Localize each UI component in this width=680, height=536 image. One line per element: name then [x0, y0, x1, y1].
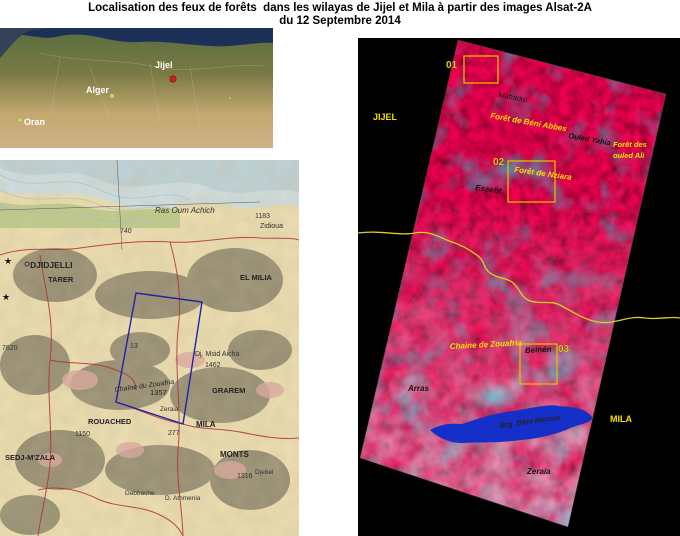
svg-text:MONTS: MONTS — [220, 450, 250, 459]
svg-text:MILA: MILA — [196, 420, 216, 429]
svg-text:1462: 1462 — [205, 362, 221, 369]
svg-text:Jijel: Jijel — [155, 60, 173, 70]
svg-text:JIJEL: JIJEL — [373, 112, 398, 122]
svg-text:Zeraia: Zeraia — [160, 406, 179, 413]
svg-text:277: 277 — [168, 430, 180, 437]
svg-text:★: ★ — [2, 292, 10, 302]
svg-text:Zidioua: Zidioua — [260, 223, 283, 230]
svg-text:D. Athmenia: D. Athmenia — [165, 495, 201, 502]
svg-text:ROUACHED: ROUACHED — [88, 417, 132, 426]
svg-text:Dj. Msid Aicha: Dj. Msid Aicha — [195, 351, 239, 358]
svg-text:MILA: MILA — [610, 414, 632, 424]
svg-text:Djebel: Djebel — [255, 469, 274, 476]
svg-text:TARER: TARER — [48, 275, 74, 284]
svg-text:ouled Ali: ouled Ali — [613, 151, 645, 160]
svg-text:1150: 1150 — [75, 431, 90, 438]
svg-text:★: ★ — [4, 256, 12, 266]
svg-text:740: 740 — [120, 228, 132, 235]
svg-text:Alger: Alger — [86, 85, 110, 95]
svg-text:EL MILIA: EL MILIA — [240, 273, 273, 282]
svg-text:GRAREM: GRAREM — [212, 386, 245, 395]
svg-text:Arras: Arras — [407, 384, 429, 393]
svg-text:13: 13 — [130, 343, 138, 350]
svg-text:1357: 1357 — [150, 388, 167, 397]
svg-text:1316: 1316 — [237, 473, 253, 480]
svg-text:7620: 7620 — [2, 345, 18, 352]
svg-text:Debbache: Debbache — [125, 490, 155, 497]
svg-text:02: 02 — [493, 157, 505, 168]
svg-text:Zeraia: Zeraia — [526, 467, 551, 476]
svg-text:SEDJ-M'ZALA: SEDJ-M'ZALA — [5, 453, 56, 462]
svg-text:1183: 1183 — [255, 213, 270, 220]
svg-text:Oran: Oran — [24, 117, 45, 127]
svg-text:Beinén: Beinén — [525, 345, 552, 355]
svg-text:DJIDJELLI: DJIDJELLI — [30, 260, 73, 270]
svg-text:03: 03 — [558, 344, 570, 355]
svg-text:Forêt des: Forêt des — [613, 140, 647, 149]
svg-text:Ras Oum Achich: Ras Oum Achich — [155, 206, 215, 215]
svg-text:01: 01 — [446, 60, 458, 71]
